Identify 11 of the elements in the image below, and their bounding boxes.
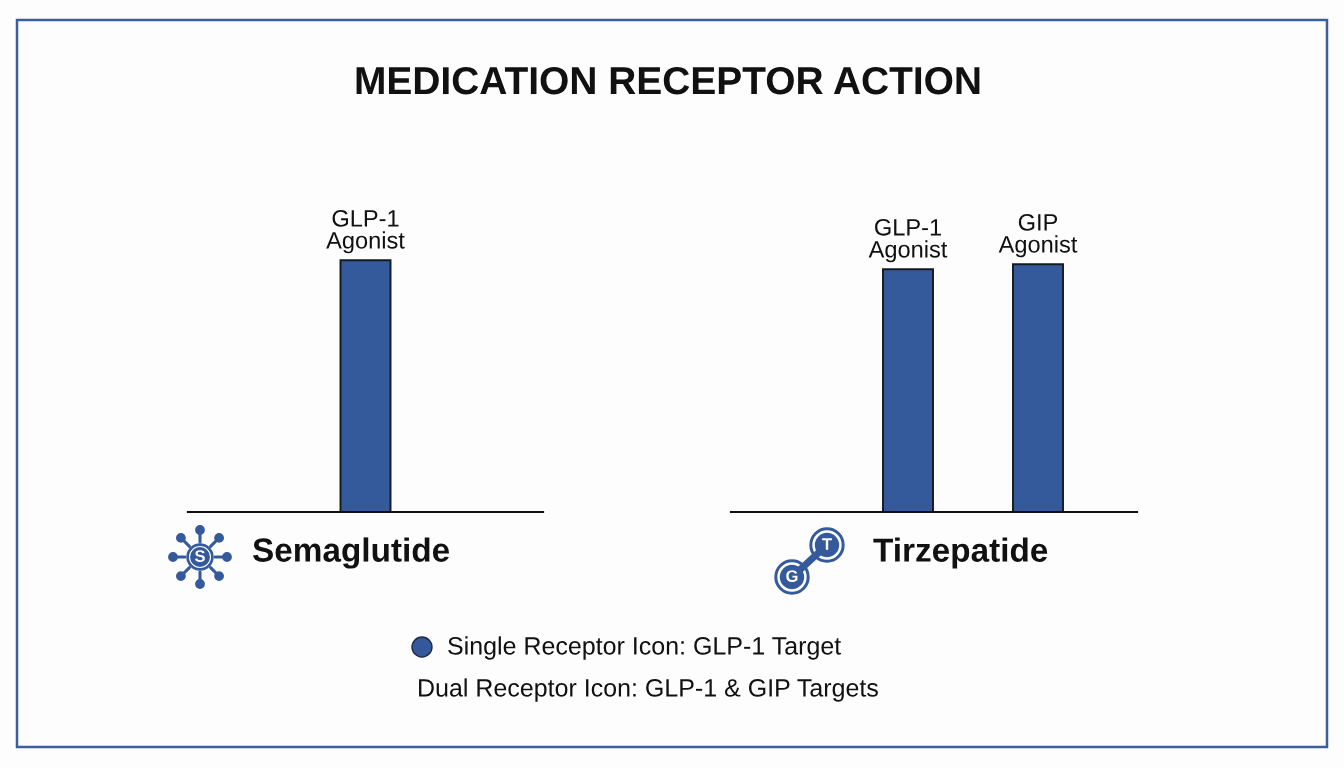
text: Single Receptor Icon: GLP-1 Target <box>448 636 842 660</box>
text: MEDICATION RECEPTOR ACTION <box>356 66 980 95</box>
x-axis-title: Semaglutide <box>252 537 450 569</box>
x-axis-title: Tirzepatide <box>873 537 1048 569</box>
x-tick-label: GLP-1 Agonist <box>326 209 405 254</box>
text: S <box>194 550 205 562</box>
text: T <box>822 538 832 550</box>
text: G <box>786 570 798 582</box>
text: Dual Receptor Icon: GLP-1 & GIP Targets <box>419 678 878 702</box>
x-tick-label: GIP Agonist <box>998 213 1078 258</box>
x-tick-label: GLP-1 Agonist <box>868 218 948 263</box>
